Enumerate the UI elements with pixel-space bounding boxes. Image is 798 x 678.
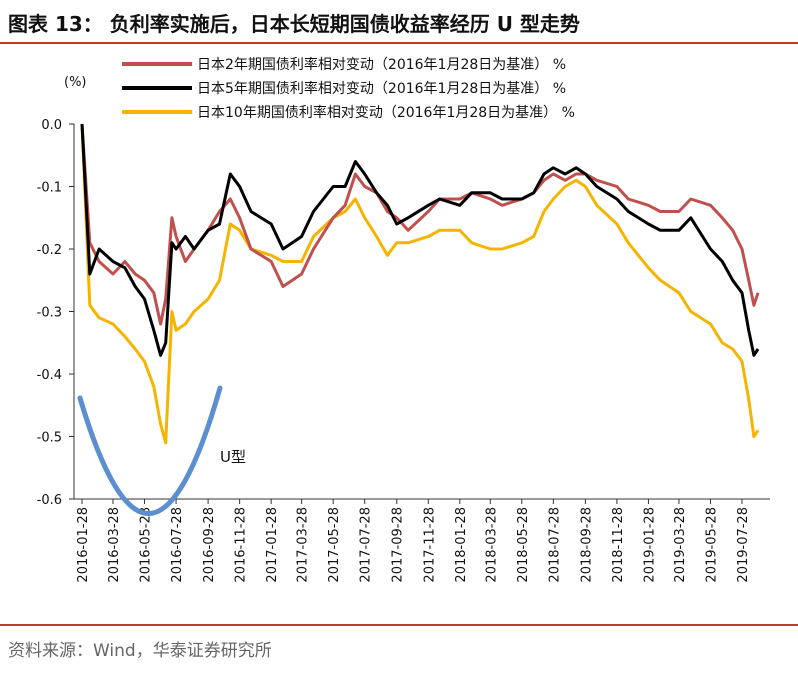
x-tick-label: 2016-05-28 — [139, 507, 154, 583]
x-tick-label: 2018-11-28 — [611, 507, 626, 583]
title-rule — [0, 42, 798, 44]
series-line-1 — [80, 123, 760, 326]
x-tick-label: 2018-01-28 — [454, 507, 469, 583]
legend-label: 日本10年期国债利率相对变动（2016年1月28日为基准） % — [197, 104, 575, 121]
footer-rule — [0, 624, 798, 626]
y-axis: 0.0 -0.1 -0.2 -0.3 -0.4 -0.5 -0.6 — [37, 118, 75, 508]
y-tick-label: 0.0 — [41, 118, 62, 133]
x-tick-label: 2016-03-28 — [107, 507, 122, 583]
legend-label: 日本5年期国债利率相对变动（2016年1月28日为基准） % — [197, 80, 566, 97]
u-shape-annotation — [77, 385, 223, 516]
x-tick-label: 2018-07-28 — [547, 507, 562, 583]
x-tick-label: 2017-03-28 — [296, 507, 311, 583]
x-tick-label: 2019-05-28 — [704, 507, 719, 583]
legend: 日本2年期国债利率相对变动（2016年1月28日为基准） % 日本5年期国债利率相… — [122, 56, 575, 121]
x-tick-label: 2016-07-28 — [170, 507, 185, 583]
y-tick-label: -0.6 — [37, 493, 62, 508]
y-tick-label: -0.2 — [37, 243, 62, 258]
series-layer — [80, 123, 760, 445]
x-tick-label: 2017-11-28 — [422, 507, 437, 583]
x-tick-label: 2016-09-28 — [202, 507, 217, 583]
u-shape-label: U型 — [220, 448, 246, 466]
figure-title: 图表 13： 负利率实施后，日本长短期国债收益率经历 U 型走势 — [8, 12, 580, 36]
legend-label: 日本2年期国债利率相对变动（2016年1月28日为基准） % — [197, 56, 566, 73]
x-tick-label: 2018-09-28 — [579, 507, 594, 583]
x-tick-label: 2019-07-28 — [736, 507, 751, 583]
series-line-2 — [80, 123, 760, 357]
y-axis-unit: (%) — [64, 75, 87, 90]
x-tick-label: 2019-01-28 — [642, 507, 657, 583]
x-tick-label: 2017-07-28 — [359, 507, 374, 583]
x-tick-label: 2019-03-28 — [673, 507, 688, 583]
x-tick-label: 2018-03-28 — [484, 507, 499, 583]
y-tick-label: -0.4 — [37, 368, 62, 383]
source-note: 资料来源：Wind，华泰证券研究所 — [8, 641, 272, 661]
x-tick-label: 2017-09-28 — [391, 507, 406, 583]
x-tick-label: 2016-11-28 — [234, 507, 249, 583]
y-tick-label: -0.1 — [37, 181, 62, 196]
x-axis: 2016-01-28 2016-03-28 2016-05-28 2016-07-28… — [74, 498, 770, 583]
x-tick-label: 2017-01-28 — [265, 507, 280, 583]
y-tick-label: -0.5 — [37, 431, 62, 446]
x-tick-label: 2018-05-28 — [516, 507, 531, 583]
x-tick-label: 2016-01-28 — [76, 507, 91, 583]
line-chart: (%) 日本2年期国债利率相对变动（2016年1月28日为基准） % 日本5年期国… — [37, 56, 770, 583]
y-tick-label: -0.3 — [37, 306, 62, 321]
x-tick-label: 2017-05-28 — [327, 507, 342, 583]
series-line-3 — [80, 123, 760, 445]
